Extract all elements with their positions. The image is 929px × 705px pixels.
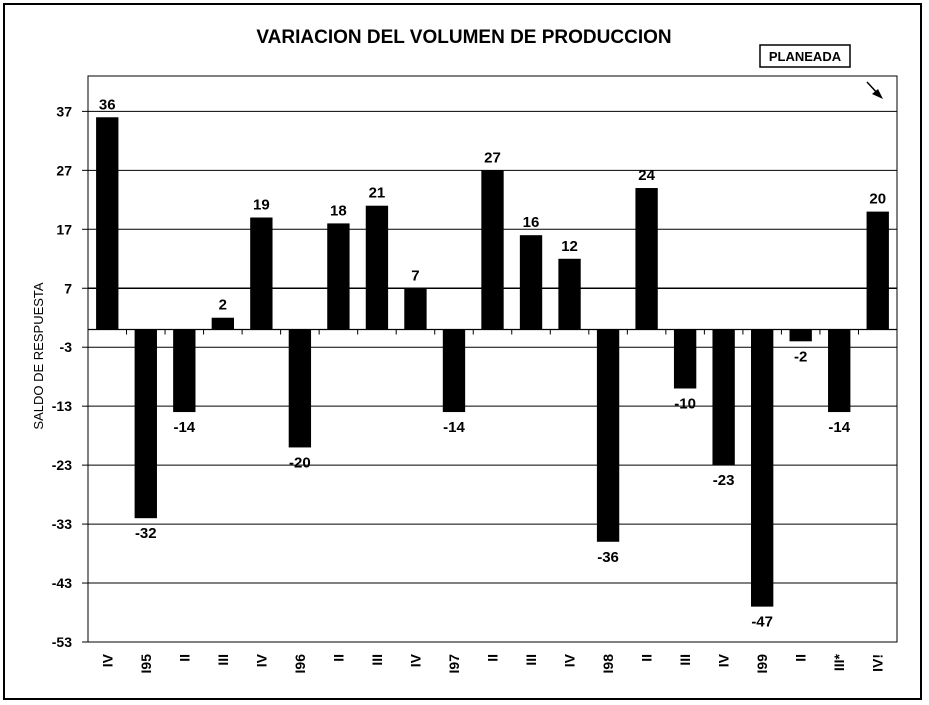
data-label: -47 — [751, 614, 773, 631]
bar — [404, 288, 427, 330]
bar — [596, 329, 620, 542]
bar — [327, 223, 350, 330]
bars — [96, 117, 889, 607]
bar — [828, 329, 851, 413]
data-label: 7 — [411, 267, 419, 284]
y-tick-label: -13 — [52, 398, 72, 414]
x-tick-label: I96 — [292, 654, 308, 674]
x-tick-label: IV — [407, 653, 423, 667]
y-tick-label: -23 — [52, 457, 72, 473]
data-label: 36 — [99, 96, 116, 113]
x-tick-label: I98 — [600, 654, 616, 674]
bar — [211, 317, 235, 330]
legend: PLANEADA — [759, 44, 883, 99]
data-label: -14 — [443, 419, 465, 436]
x-tick-label: II — [485, 654, 501, 662]
x-tick-label: IV — [562, 653, 578, 667]
x-tick-label: II — [330, 654, 346, 662]
chart-title: VARIACION DEL VOLUMEN DE PRODUCCION — [256, 27, 671, 48]
data-label: -14 — [173, 419, 195, 436]
legend-arrow-head — [872, 89, 883, 99]
bar — [173, 329, 196, 413]
data-label: 20 — [869, 191, 886, 208]
bar — [635, 188, 658, 330]
bar — [288, 329, 312, 448]
bar — [558, 258, 581, 330]
x-tick-label: III — [215, 654, 231, 666]
y-tick-label: -43 — [52, 575, 72, 591]
data-label: 21 — [369, 185, 386, 202]
data-label: -2 — [794, 348, 807, 365]
data-label: -36 — [597, 549, 619, 566]
data-label: 24 — [638, 167, 655, 184]
x-tick-label: IV — [99, 653, 115, 667]
bar — [789, 329, 812, 342]
bar — [134, 329, 157, 519]
legend-box — [759, 44, 851, 68]
y-axis-label: SALDO DE RESPUESTA — [31, 282, 46, 429]
x-tick-label: I97 — [446, 654, 462, 674]
bar — [750, 329, 774, 607]
y-tick-label: 27 — [56, 162, 72, 178]
data-label: 12 — [561, 238, 578, 255]
bar — [519, 235, 543, 330]
y-tick-label: -3 — [60, 339, 73, 355]
y-tick-label: 17 — [56, 221, 72, 237]
x-tick-label: IV — [253, 653, 269, 667]
y-tick-label: 37 — [56, 103, 72, 119]
data-label: 27 — [484, 149, 501, 166]
x-tick-label: III* — [831, 653, 847, 671]
bar — [481, 170, 504, 330]
y-tick-label: -33 — [52, 516, 72, 532]
y-axis-ticks: 37 27 17 7 -3 -13 -23 -33 -43 -53 — [52, 103, 72, 650]
data-label: 2 — [219, 297, 227, 314]
data-label: -32 — [135, 525, 157, 542]
data-label: -14 — [828, 419, 850, 436]
x-tick-label: IV! — [870, 654, 886, 672]
data-labels: 36 -32 -14 2 19 -20 18 21 7 -14 27 16 12 -36 24 -10 -23 -… — [99, 96, 886, 630]
data-label: 18 — [330, 202, 347, 219]
data-label: 19 — [253, 197, 270, 214]
data-label: -23 — [713, 472, 735, 489]
bar — [96, 117, 119, 330]
x-tick-label: IV — [716, 653, 732, 667]
data-label: -10 — [674, 395, 696, 412]
legend-label: PLANEADA — [769, 49, 842, 64]
y-tick-label: 7 — [64, 280, 72, 296]
x-tick-label: II — [639, 654, 655, 662]
bar — [673, 329, 697, 389]
bar — [250, 217, 273, 330]
x-axis-ticks: IV I95 II III IV I96 II III IV I97 II III IV I98 II III… — [99, 653, 885, 673]
bar — [365, 205, 389, 330]
bar — [866, 211, 889, 330]
x-tick-label: II — [793, 654, 809, 662]
x-tick-label: III — [369, 654, 385, 666]
bar — [442, 329, 466, 413]
x-tick-label: II — [176, 654, 192, 662]
x-tick-label: III — [523, 654, 539, 666]
x-tick-label: III — [677, 654, 693, 666]
x-tick-label: I95 — [138, 654, 154, 674]
data-label: 16 — [523, 214, 540, 231]
data-label: -20 — [289, 454, 311, 471]
x-tick-label: I99 — [754, 654, 770, 674]
y-tick-label: -53 — [52, 634, 72, 650]
bar — [712, 329, 735, 466]
